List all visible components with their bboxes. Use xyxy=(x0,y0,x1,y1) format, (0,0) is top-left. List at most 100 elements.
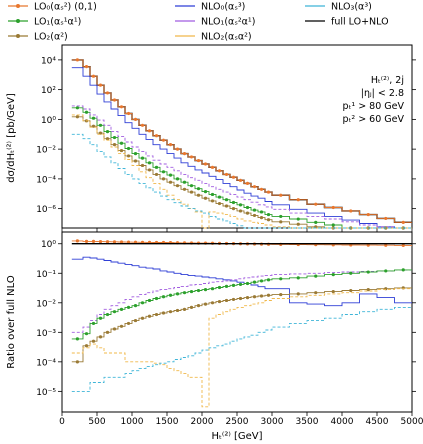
legend-label-LO1: LO₁(αₛ¹α¹) xyxy=(34,17,81,28)
bottom-point-LO1 xyxy=(296,276,300,280)
bottom-y-tick-label: 10⁻³ xyxy=(36,329,56,339)
bottom-y-tick-label: 10⁰ xyxy=(41,240,56,250)
top-point-LO0 xyxy=(259,187,264,191)
legend-label-NLO1: NLO₁(αₛ²α¹) xyxy=(201,17,255,28)
top-series-LO0 xyxy=(71,59,412,223)
legend-label-NLO2: NLO₂(αₛα²) xyxy=(201,32,252,43)
top-point-LO1 xyxy=(112,135,117,140)
bottom-point-LO1 xyxy=(196,288,201,293)
top-point-LO2 xyxy=(182,187,187,191)
bottom-point-LO2 xyxy=(279,292,283,297)
top-point-LO0 xyxy=(224,172,229,177)
bottom-point-LO1 xyxy=(182,291,187,295)
top-point-LO2 xyxy=(245,211,250,215)
bottom-y-tick-label: 10⁻² xyxy=(36,299,56,309)
x-tick-label: 1000 xyxy=(121,417,144,427)
top-y-tick-label: 10² xyxy=(41,86,56,96)
bottom-series-NLO0 xyxy=(71,256,412,307)
bottom-point-LO1 xyxy=(147,298,152,303)
top-point-LO2 xyxy=(296,222,300,226)
bottom-point-LO1 xyxy=(140,301,145,305)
top-point-LO2 xyxy=(147,168,152,172)
bottom-point-LO1 xyxy=(98,316,103,320)
top-point-LO2 xyxy=(196,193,201,197)
bottom-point-LO0 xyxy=(126,240,131,244)
x-tick-label: 1500 xyxy=(156,417,179,427)
bottom-point-LO2 xyxy=(189,305,194,309)
top-y-tick-label: 10⁻² xyxy=(36,146,56,156)
x-tick-label: 500 xyxy=(88,417,105,427)
top-point-LO0 xyxy=(314,202,318,206)
bottom-point-LO1 xyxy=(133,304,138,308)
top-point-LO0 xyxy=(196,158,201,163)
top-point-LO2 xyxy=(238,209,243,213)
top-point-LO0 xyxy=(119,105,124,109)
top-point-LO2 xyxy=(75,115,79,119)
top-y-tick-label: 10⁴ xyxy=(41,56,56,66)
top-point-LO2 xyxy=(259,216,264,220)
top-point-LO2 xyxy=(140,163,145,168)
bottom-point-LO1 xyxy=(119,307,124,311)
bottom-point-LO2 xyxy=(161,311,166,315)
bottom-point-LO2 xyxy=(182,307,187,311)
bottom-point-LO2 xyxy=(331,289,335,294)
bottom-point-LO2 xyxy=(98,335,103,339)
annotation-line: Hₜ⁽²⁾, 2j xyxy=(371,75,404,86)
bottom-point-LO1 xyxy=(349,271,353,275)
top-point-LO2 xyxy=(252,213,257,218)
top-point-LO0 xyxy=(331,205,335,210)
top-point-LO0 xyxy=(98,83,103,87)
top-point-LO1 xyxy=(252,208,257,212)
bottom-point-LO2 xyxy=(140,316,145,320)
top-point-LO1 xyxy=(217,195,222,199)
bottom-point-LO1 xyxy=(245,281,250,286)
top-point-LO0 xyxy=(140,123,145,127)
legend-label-NLO3: NLO₃(α³) xyxy=(331,2,372,13)
bottom-point-LO2 xyxy=(349,288,353,293)
bottom-point-LO1 xyxy=(91,321,96,326)
top-point-LO2 xyxy=(217,201,222,206)
top-point-LO0 xyxy=(133,117,138,121)
bottom-point-LO2 xyxy=(203,302,208,306)
top-point-LO2 xyxy=(112,143,117,147)
bottom-point-LO2 xyxy=(112,327,117,331)
bottom-point-LO2 xyxy=(91,339,96,343)
top-point-LO1 xyxy=(266,212,271,217)
top-point-LO1 xyxy=(259,210,264,214)
top-point-LO0 xyxy=(112,98,117,102)
bottom-point-LO2 xyxy=(259,294,264,298)
top-point-LO0 xyxy=(105,91,110,95)
bottom-point-LO1 xyxy=(314,274,318,278)
top-point-LO1 xyxy=(161,170,166,174)
bottom-point-LO1 xyxy=(161,295,166,299)
top-point-LO2 xyxy=(266,218,271,222)
bottom-y-tick-label: 10⁻⁵ xyxy=(36,388,56,398)
top-series-NLO2 xyxy=(71,114,412,229)
bottom-series-NLO1 xyxy=(71,269,412,333)
x-tick-label: 3500 xyxy=(296,417,319,427)
bottom-series-NLO3 xyxy=(71,306,412,392)
legend-marker-LO2 xyxy=(16,34,20,38)
top-point-LO0 xyxy=(84,65,89,69)
top-point-LO0 xyxy=(279,193,283,197)
top-point-LO0 xyxy=(182,152,187,156)
top-point-LO1 xyxy=(133,152,138,156)
bottom-point-LO1 xyxy=(252,280,257,284)
top-point-LO1 xyxy=(119,141,124,145)
top-point-LO1 xyxy=(210,192,215,197)
top-point-LO0 xyxy=(210,165,215,169)
bottom-point-LO1 xyxy=(203,287,208,292)
bottom-point-LO1 xyxy=(366,270,370,274)
bottom-point-LO2 xyxy=(154,312,159,317)
bottom-point-LO1 xyxy=(154,296,159,301)
top-point-LO1 xyxy=(314,220,318,224)
top-point-LO0 xyxy=(245,181,250,185)
top-point-LO0 xyxy=(147,129,152,133)
top-series-full xyxy=(71,59,412,223)
ratio-y-axis-label: Ratio over full NLO xyxy=(6,275,17,369)
bottom-point-LO1 xyxy=(231,283,236,287)
top-point-LO0 xyxy=(231,175,236,179)
top-point-LO0 xyxy=(296,198,300,202)
bottom-y-tick-label: 10⁻¹ xyxy=(36,270,56,280)
